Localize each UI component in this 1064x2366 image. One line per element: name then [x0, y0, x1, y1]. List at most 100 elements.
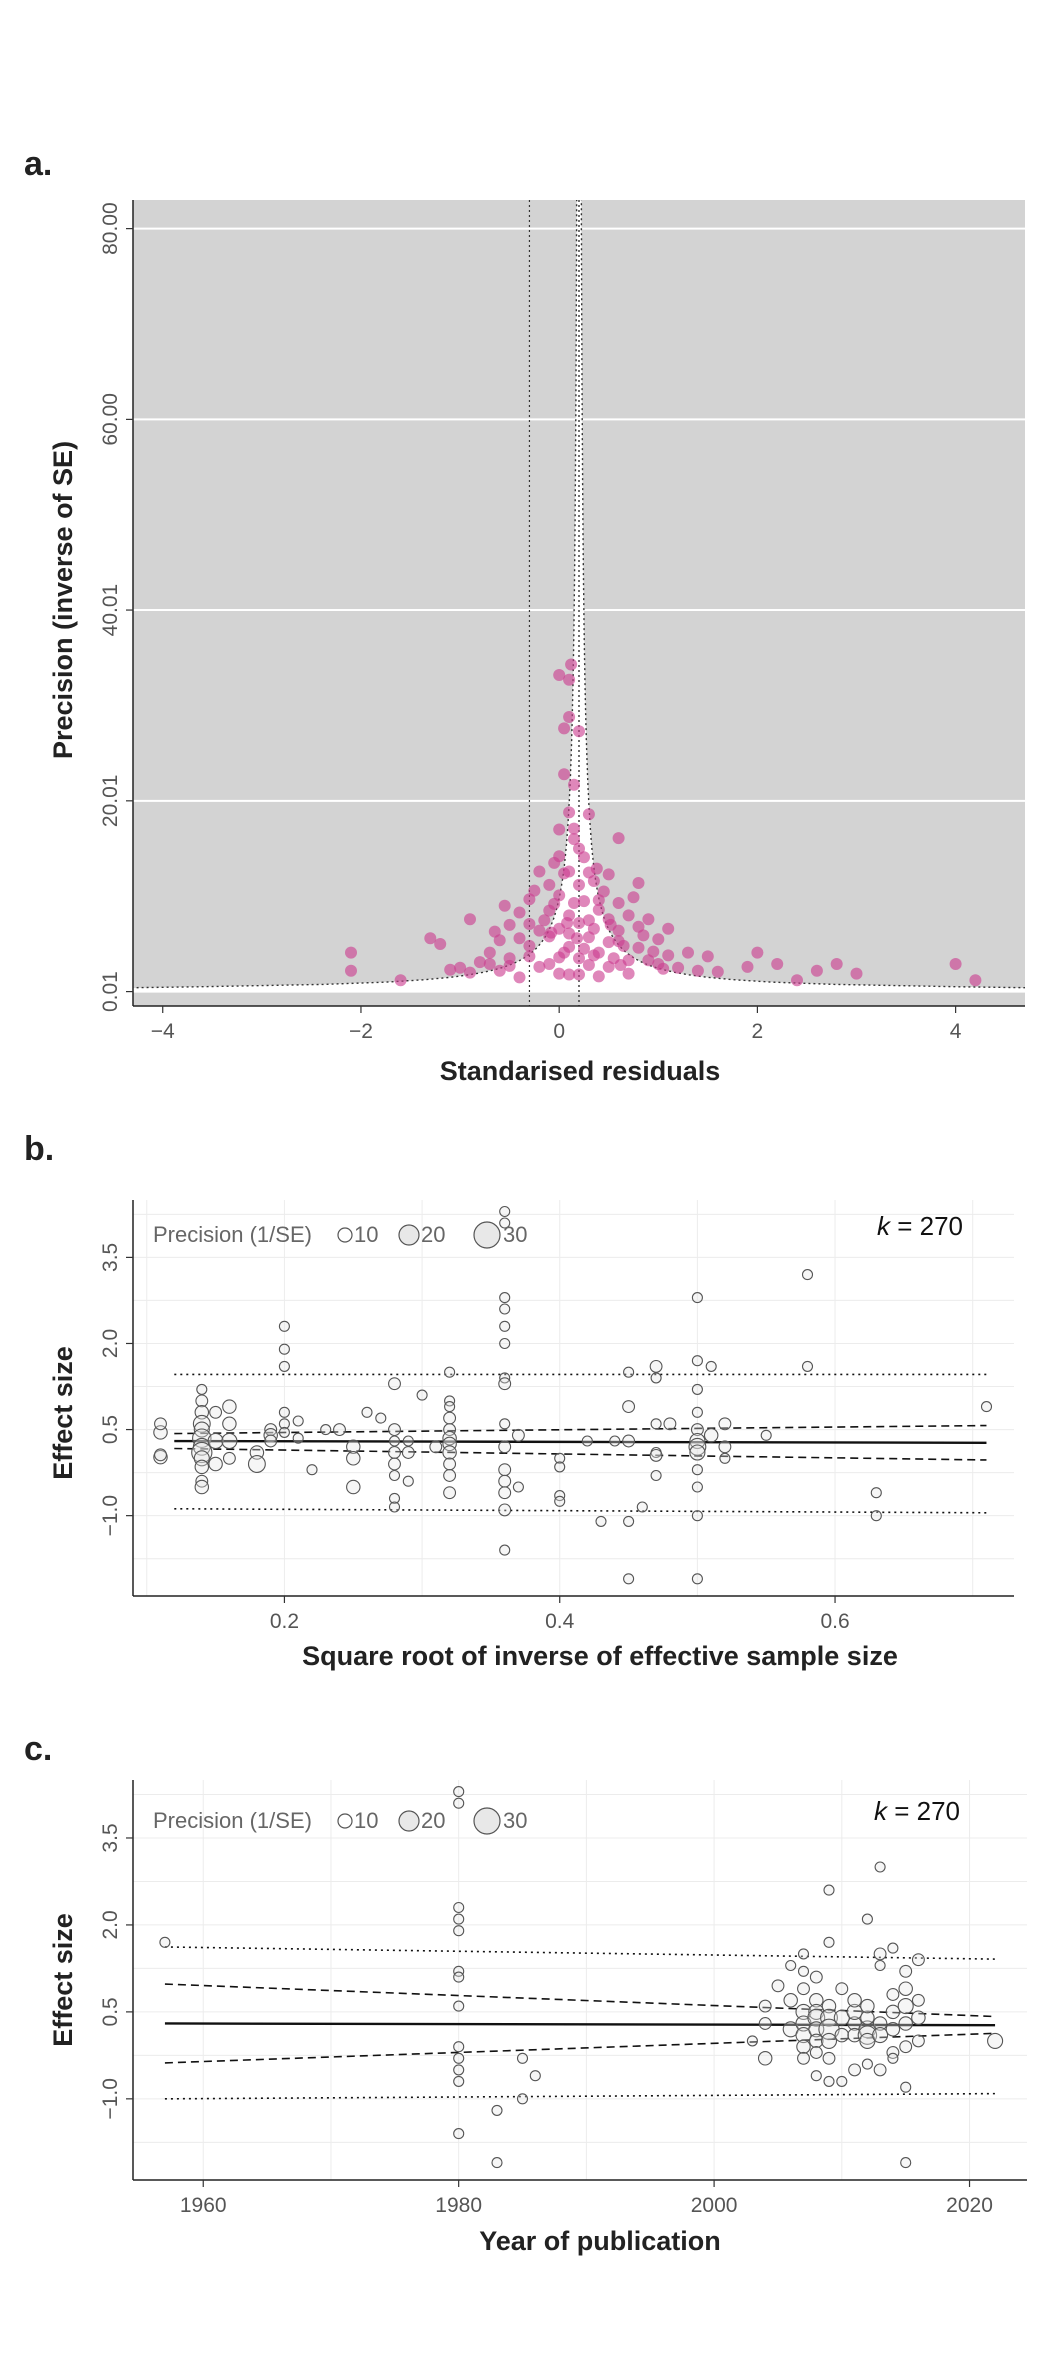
- data-point: [429, 1440, 443, 1454]
- data-point: [612, 832, 625, 845]
- data-point: [194, 1459, 210, 1475]
- data-point: [443, 1469, 457, 1482]
- data-point: [847, 1993, 862, 2008]
- data-point: [554, 1490, 566, 1502]
- data-point: [159, 1936, 171, 1948]
- data-point: [401, 1446, 415, 1459]
- confidence-interval-upper: [174, 1424, 987, 1435]
- data-point: [791, 974, 803, 987]
- data-point: [623, 1515, 635, 1527]
- data-point: [573, 968, 585, 981]
- data-point: [499, 1205, 511, 1218]
- data-point: [796, 2039, 811, 2054]
- data-point: [512, 1481, 524, 1493]
- data-point: [388, 1492, 401, 1504]
- data-point: [627, 891, 640, 904]
- data-point: [306, 1464, 318, 1476]
- legend-size-20-label: 20: [421, 1222, 445, 1247]
- data-point: [822, 2051, 836, 2065]
- legend-size-30-label: 30: [503, 1808, 527, 1833]
- data-point: [443, 1486, 457, 1500]
- data-point: [808, 2003, 825, 2020]
- data-point: [657, 962, 670, 975]
- data-point: [194, 1479, 210, 1495]
- data-point: [543, 878, 556, 891]
- data-point: [760, 1429, 772, 1441]
- data-point: [797, 1982, 810, 1996]
- data-point: [612, 897, 625, 909]
- data-point: [153, 1449, 168, 1465]
- data-point: [622, 1434, 636, 1448]
- data-point: [860, 1998, 875, 2014]
- data-point: [797, 1965, 810, 1977]
- data-point: [453, 1901, 465, 1914]
- confidence-interval-upper: [164, 1983, 996, 2018]
- data-point: [513, 906, 526, 919]
- data-point: [834, 2027, 850, 2043]
- panel-b-x-title: Square root of inverse of effective samp…: [302, 1641, 898, 1671]
- data-point: [533, 960, 546, 973]
- y-tick-label: −1.0: [99, 1495, 122, 1536]
- data-point: [810, 964, 823, 977]
- legend-size-30-marker: [473, 1807, 501, 1835]
- data-point: [388, 1377, 401, 1391]
- data-point: [746, 2035, 758, 2047]
- data-point: [154, 1417, 167, 1431]
- data-point: [703, 1428, 719, 1443]
- data-point: [691, 1355, 703, 1367]
- x-tick-label: 0.2: [270, 1610, 299, 1633]
- y-tick-label: 0.5: [99, 1997, 122, 2026]
- data-point: [797, 2051, 810, 2065]
- data-point: [810, 2070, 822, 2082]
- data-point: [488, 925, 501, 938]
- data-point: [592, 946, 605, 959]
- data-point: [528, 884, 541, 897]
- data-point: [394, 974, 407, 987]
- data-point: [899, 1964, 913, 1978]
- data-point: [861, 1913, 873, 1925]
- data-point: [444, 1366, 456, 1378]
- data-point: [850, 967, 863, 980]
- data-point: [801, 1269, 814, 1281]
- data-point: [222, 1451, 236, 1465]
- data-point: [402, 1475, 414, 1487]
- data-point: [873, 2063, 887, 2077]
- panel-c-legend: Precision (1/SE) 10 20 30: [153, 1807, 527, 1835]
- data-point: [578, 851, 590, 864]
- data-point: [195, 1394, 209, 1408]
- data-point: [597, 885, 610, 898]
- x-tick-label: 2020: [946, 2194, 993, 2217]
- data-point: [563, 673, 576, 686]
- data-point: [757, 2051, 773, 2066]
- data-point: [887, 1942, 899, 1954]
- legend-size-10-label: 10: [354, 1222, 378, 1247]
- data-point: [222, 1399, 237, 1414]
- panel-c: c. 1960 1980 2000 2020 −1.0 0.5 2.0 3.5 Precisi…: [24, 1730, 1027, 2256]
- y-tick-label: 0.5: [99, 1415, 122, 1444]
- data-point: [578, 895, 590, 908]
- data-point: [554, 1495, 566, 1507]
- panel-b-k-symbol: k: [877, 1211, 892, 1241]
- data-point: [652, 933, 665, 946]
- data-point: [823, 1936, 835, 1948]
- data-point: [483, 946, 496, 959]
- data-point: [346, 1439, 361, 1455]
- data-point: [543, 958, 556, 970]
- data-point: [898, 2016, 913, 2031]
- x-tick-label: 0.4: [545, 1610, 575, 1633]
- data-point: [563, 806, 576, 819]
- data-point: [292, 1415, 304, 1427]
- data-point: [911, 1953, 925, 1967]
- data-point: [835, 1982, 849, 1996]
- data-point: [662, 949, 675, 962]
- data-point: [388, 1457, 401, 1471]
- data-point: [565, 658, 578, 671]
- data-point: [898, 1981, 913, 1996]
- panel-b: b. 0.2 0.4 0.6 −1.0 0.5 2.0 3.5 Precision (1/S…: [24, 1130, 1014, 1671]
- panel-a-y-title: Precision (inverse of SE): [48, 441, 78, 759]
- data-point: [563, 968, 576, 981]
- data-point: [886, 1988, 900, 2001]
- data-point: [690, 1423, 704, 1437]
- data-point: [650, 1418, 662, 1430]
- data-point: [533, 924, 546, 937]
